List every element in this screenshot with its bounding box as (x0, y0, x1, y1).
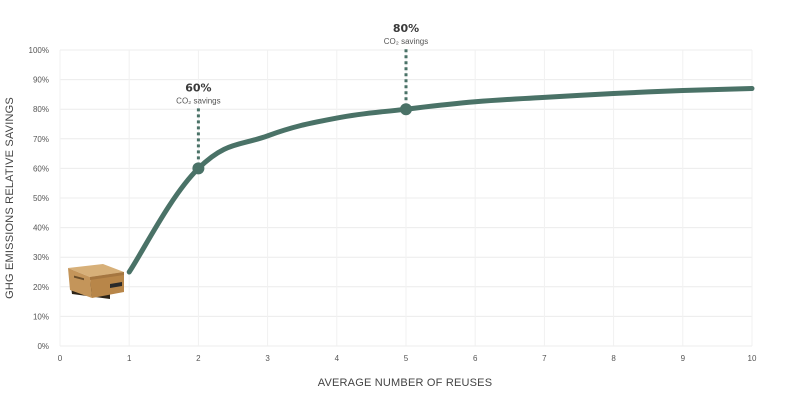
x-tick-label: 6 (473, 354, 478, 363)
y-tick-label: 20% (33, 283, 49, 292)
y-tick-label: 60% (33, 164, 49, 173)
x-axis-title: AVERAGE NUMBER OF REUSES (318, 377, 493, 389)
y-tick-label: 0% (37, 342, 49, 351)
x-tick-label: 0 (58, 354, 63, 363)
y-tick-label: 50% (33, 194, 49, 203)
x-tick-label: 7 (542, 354, 547, 363)
y-tick-label: 70% (33, 135, 49, 144)
y-tick-label: 40% (33, 224, 49, 233)
x-tick-label: 1 (127, 354, 132, 363)
x-tick-label: 8 (611, 354, 616, 363)
annotations: 60% CO₂ savings 80% CO₂ savings (176, 22, 428, 105)
y-tick-label: 90% (33, 76, 49, 85)
data-markers (192, 103, 412, 175)
annotation-connectors (196, 49, 408, 163)
annotation-value: 60% (185, 81, 211, 94)
y-axis-title: GHG EMISSIONS RELATIVE SAVINGS (4, 97, 16, 299)
data-point-marker (400, 103, 412, 116)
y-tick-label: 10% (33, 312, 49, 321)
x-axis-ticks: 0 1 2 3 4 5 6 7 8 9 10 (58, 354, 757, 363)
y-axis-ticks: 0% 10% 20% 30% 40% 50% 60% 70% 80% 90% 100% (29, 46, 49, 351)
y-tick-label: 30% (33, 253, 49, 262)
annotation-label: CO₂ savings (176, 96, 220, 105)
x-tick-label: 9 (681, 354, 686, 363)
x-tick-label: 2 (196, 354, 201, 363)
y-tick-label: 100% (29, 46, 49, 55)
x-tick-label: 10 (748, 354, 757, 363)
data-point-marker (192, 162, 205, 175)
x-tick-label: 4 (335, 354, 340, 363)
cardboard-box-icon (68, 264, 124, 299)
annotation-value: 80% (393, 22, 419, 35)
annotation-label: CO₂ savings (384, 37, 428, 46)
x-tick-label: 3 (265, 354, 270, 363)
x-tick-label: 5 (404, 354, 409, 363)
series-line (126, 85, 755, 275)
y-tick-label: 80% (33, 105, 49, 114)
